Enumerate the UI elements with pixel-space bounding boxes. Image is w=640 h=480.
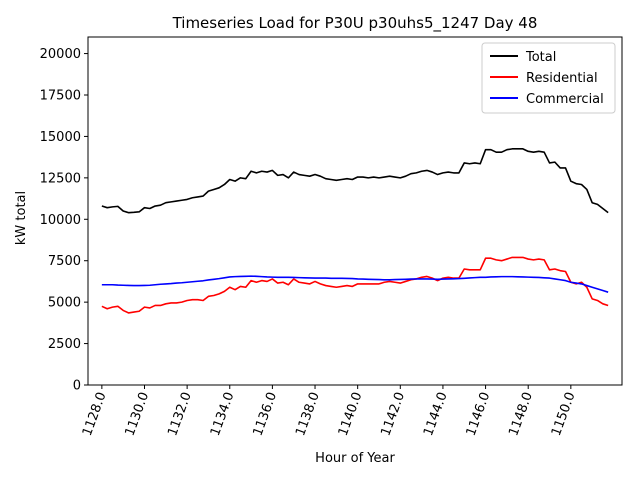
series-line-commercial [101,275,609,293]
y-tick-label: 17500 [40,89,81,104]
legend-label-commercial: Commercial [526,92,604,107]
y-tick-label: 7500 [48,254,81,269]
y-tick-label: 15000 [40,130,81,145]
y-tick-label: 5000 [48,296,81,311]
axes-frame [87,36,623,386]
y-tick-label: 10000 [40,213,81,228]
legend-box [481,42,616,114]
y-tick-label: 12500 [40,171,81,186]
y-axis-label: kW total [14,191,29,245]
legend-label-residential: Residential [526,71,598,86]
y-tick-label: 2500 [48,337,81,352]
legend-label-total: Total [525,50,556,65]
series-line-residential [101,256,609,314]
chart-title: Timeseries Load for P30U p30uhs5_1247 Da… [172,14,538,33]
series-line-total [101,148,609,214]
y-tick-label: 20000 [40,47,81,62]
x-axis-label: Hour of Year [315,451,395,466]
y-tick-label: 0 [73,379,81,394]
